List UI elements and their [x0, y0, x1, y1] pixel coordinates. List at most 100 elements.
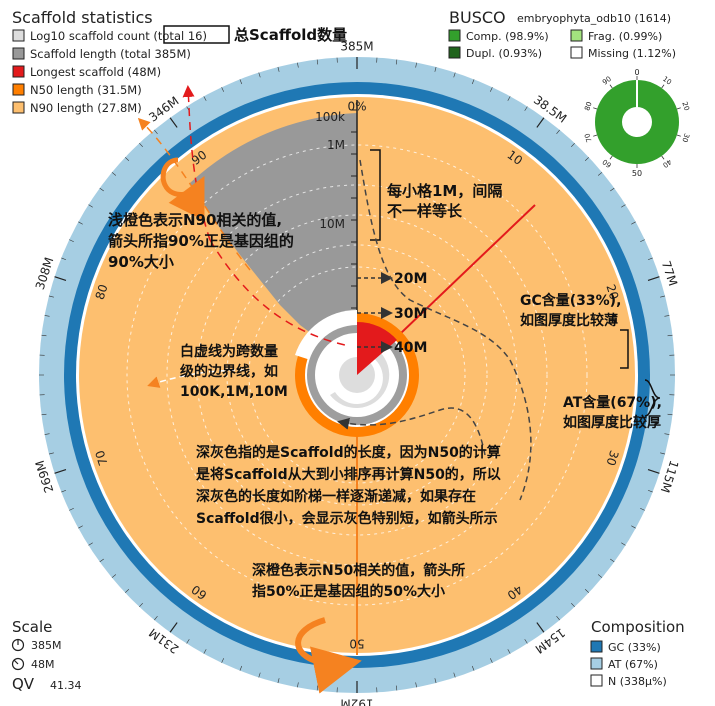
busco-tick-label: 70 [583, 132, 593, 143]
legend-swatch [448, 29, 461, 42]
outer-minor-tick [124, 589, 130, 593]
outer-minor-tick [647, 257, 653, 261]
anno-dash-3: 100K,1M,10M [180, 384, 288, 400]
outer-minor-tick [41, 413, 47, 416]
longest-wedge-top [357, 321, 397, 375]
busco-tick [593, 107, 598, 110]
anno-grid-2: 不一样等长 [387, 202, 463, 220]
outer-minor-tick [621, 204, 626, 208]
busco-tick [593, 134, 598, 137]
radial-label-100k: 100k [315, 110, 345, 124]
anno-n90-1: 浅橙色表示N90相关的值, [108, 211, 282, 229]
outer-tick [647, 276, 660, 282]
legend-swatch [12, 83, 25, 96]
anno-grid-1: 每小格1M，间隔 [387, 182, 502, 200]
outer-minor-tick [434, 66, 437, 72]
outer-minor-tick [99, 187, 104, 192]
outer-length-label: 385M [340, 40, 373, 54]
outer-minor-tick [571, 142, 575, 148]
anno-n90-2: 箭头所指90%正是基因组的 [108, 232, 294, 250]
outer-minor-tick [139, 602, 143, 608]
outer-minor-tick [664, 315, 670, 317]
outer-minor-tick [111, 172, 117, 176]
outer-minor-tick [597, 172, 603, 176]
anno-gc-2: 如图厚度比较薄 [520, 312, 618, 329]
legend-swatch [590, 640, 603, 653]
outer-minor-tick [610, 187, 615, 192]
total-count-box [163, 25, 230, 44]
outer-minor-tick [453, 72, 456, 78]
anno-40m: 40M [394, 340, 427, 356]
outer-minor-tick [111, 574, 117, 578]
radial-label-10m: 10M [319, 217, 345, 231]
outer-minor-tick [631, 221, 636, 225]
legend-label: Comp. (98.9%) [466, 30, 549, 43]
outer-minor-tick [48, 295, 54, 298]
scale-total: 385M [31, 639, 62, 652]
outer-minor-tick [571, 602, 575, 608]
outer-minor-tick [660, 452, 666, 455]
outer-minor-tick [297, 62, 299, 68]
grid-circle [166, 184, 548, 566]
outer-minor-tick [640, 239, 645, 243]
outer-minor-tick [584, 157, 590, 161]
busco-tick-label: 60 [601, 157, 613, 169]
outer-minor-tick [239, 665, 243, 671]
outer-minor-tick [124, 157, 130, 161]
outer-minor-tick [258, 72, 261, 78]
outer-minor-tick [556, 615, 560, 621]
outer-minor-tick [154, 129, 158, 135]
legend-label: Missing (1.12%) [588, 47, 676, 60]
outer-minor-tick [258, 672, 261, 678]
scale-longest-icon [11, 657, 25, 671]
busco-tick-label: 80 [583, 101, 593, 112]
outer-minor-tick [415, 682, 417, 688]
anno-gray-1: 深灰色指的是Scaffold的长度，因为N50的计算 [196, 444, 501, 461]
annotation-arrows [137, 85, 661, 694]
outer-minor-tick [667, 334, 673, 337]
busco-tick-label: 30 [680, 132, 690, 143]
outer-minor-tick [647, 489, 653, 493]
anno-30m: 30M [394, 306, 427, 322]
outer-minor-tick [154, 615, 158, 621]
outer-minor-tick [78, 525, 83, 529]
legend-swatch [570, 46, 583, 59]
outer-tick [647, 468, 660, 474]
legend-label: N50 length (31.5M) [30, 83, 142, 97]
outer-minor-tick [664, 433, 670, 435]
legend-label: N (338μ%) [608, 675, 667, 688]
scale-title: Scale [12, 618, 52, 636]
outer-minor-tick [69, 239, 74, 243]
outer-minor-tick [78, 221, 83, 225]
anno-gray-3: 深灰色的长度如阶梯一样逐渐递减，如果存在 [196, 488, 476, 505]
legend-busco: Comp. (98.9%) Frag. (0.99%) Dupl. (0.93%) M… [448, 29, 676, 60]
busco-title: BUSCO [449, 8, 506, 27]
legend-label: Scaffold length (total 385M) [30, 47, 191, 61]
outer-minor-tick [277, 678, 280, 684]
busco-tick-label: 90 [601, 75, 613, 87]
outer-minor-tick [395, 59, 398, 65]
outer-minor-tick [61, 257, 67, 261]
outer-percent-label: 0% [347, 100, 366, 114]
busco-tick [661, 84, 665, 89]
legend-label: Frag. (0.99%) [588, 30, 662, 43]
outer-minor-tick [489, 658, 493, 663]
outer-minor-tick [667, 413, 673, 416]
outer-minor-tick [584, 589, 590, 593]
outer-tick [536, 622, 545, 633]
busco-tick [609, 155, 613, 160]
busco-tick-label: 40 [661, 157, 673, 169]
outer-minor-tick [316, 59, 319, 65]
outer-tick [54, 468, 67, 474]
outer-minor-tick [69, 507, 74, 511]
outer-minor-tick [221, 87, 225, 92]
scale-total-icon [11, 638, 25, 652]
outer-minor-tick [139, 142, 143, 148]
outer-tick [169, 622, 178, 633]
legend-label: N90 length (27.8M) [30, 101, 142, 115]
outer-minor-tick [99, 558, 104, 563]
outer-percent-label: 30 [603, 449, 621, 468]
composition-title: Composition [591, 618, 685, 636]
anno-n90-3: 90%大小 [108, 253, 174, 271]
